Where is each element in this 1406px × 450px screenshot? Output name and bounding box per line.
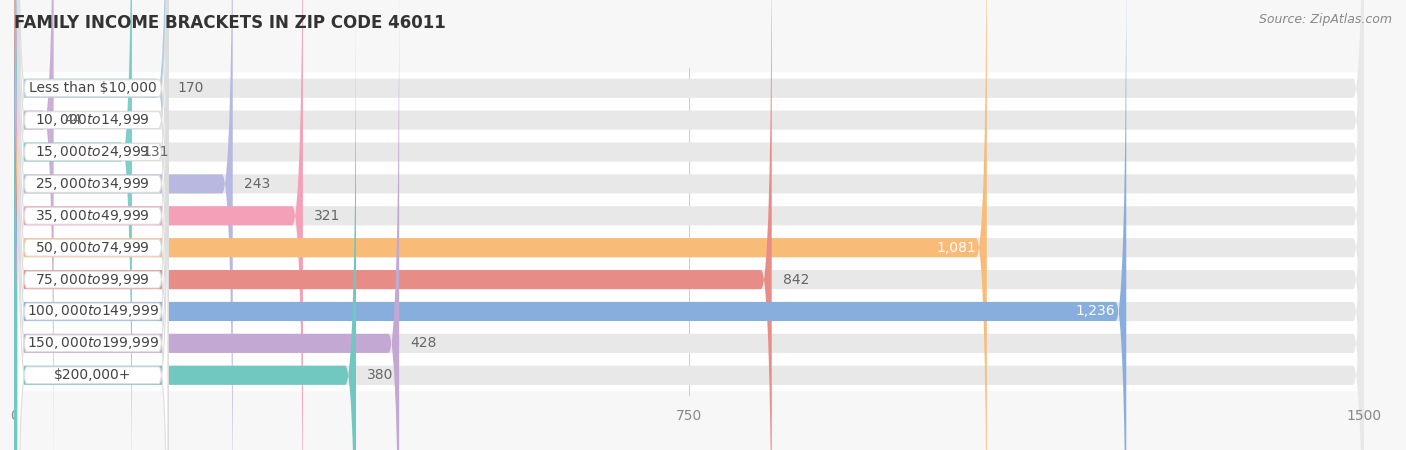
FancyBboxPatch shape <box>18 0 167 450</box>
Text: $15,000 to $24,999: $15,000 to $24,999 <box>35 144 150 160</box>
Text: 380: 380 <box>367 368 394 382</box>
FancyBboxPatch shape <box>14 0 53 450</box>
Text: Less than $10,000: Less than $10,000 <box>30 81 156 95</box>
Text: $200,000+: $200,000+ <box>53 368 132 382</box>
FancyBboxPatch shape <box>18 0 167 431</box>
Text: 1,236: 1,236 <box>1076 305 1115 319</box>
FancyBboxPatch shape <box>14 0 1364 450</box>
FancyBboxPatch shape <box>18 0 167 450</box>
FancyBboxPatch shape <box>14 0 1364 450</box>
FancyBboxPatch shape <box>6 104 1372 136</box>
FancyBboxPatch shape <box>14 0 1364 450</box>
FancyBboxPatch shape <box>14 0 1364 450</box>
FancyBboxPatch shape <box>6 232 1372 264</box>
FancyBboxPatch shape <box>6 264 1372 296</box>
Text: $35,000 to $49,999: $35,000 to $49,999 <box>35 208 150 224</box>
FancyBboxPatch shape <box>18 33 167 450</box>
FancyBboxPatch shape <box>18 1 167 450</box>
Text: 428: 428 <box>411 337 436 351</box>
Text: 44: 44 <box>65 113 82 127</box>
FancyBboxPatch shape <box>18 0 167 399</box>
Text: 1,081: 1,081 <box>936 241 976 255</box>
Text: 321: 321 <box>314 209 340 223</box>
FancyBboxPatch shape <box>18 0 167 450</box>
Text: 131: 131 <box>143 145 169 159</box>
Text: Source: ZipAtlas.com: Source: ZipAtlas.com <box>1258 14 1392 27</box>
FancyBboxPatch shape <box>14 0 399 450</box>
FancyBboxPatch shape <box>18 0 167 450</box>
FancyBboxPatch shape <box>14 0 167 450</box>
FancyBboxPatch shape <box>6 296 1372 328</box>
FancyBboxPatch shape <box>14 0 1364 450</box>
Text: FAMILY INCOME BRACKETS IN ZIP CODE 46011: FAMILY INCOME BRACKETS IN ZIP CODE 46011 <box>14 14 446 32</box>
FancyBboxPatch shape <box>14 0 233 450</box>
Text: $100,000 to $149,999: $100,000 to $149,999 <box>27 303 159 320</box>
Text: 170: 170 <box>177 81 204 95</box>
Text: $10,000 to $14,999: $10,000 to $14,999 <box>35 112 150 128</box>
FancyBboxPatch shape <box>14 0 302 450</box>
Text: $75,000 to $99,999: $75,000 to $99,999 <box>35 272 150 288</box>
FancyBboxPatch shape <box>14 2 1364 450</box>
Text: $25,000 to $34,999: $25,000 to $34,999 <box>35 176 150 192</box>
FancyBboxPatch shape <box>14 0 1364 450</box>
FancyBboxPatch shape <box>6 200 1372 232</box>
FancyBboxPatch shape <box>6 72 1372 104</box>
FancyBboxPatch shape <box>6 328 1372 359</box>
FancyBboxPatch shape <box>14 0 1364 450</box>
Text: $50,000 to $74,999: $50,000 to $74,999 <box>35 240 150 256</box>
FancyBboxPatch shape <box>14 0 132 450</box>
FancyBboxPatch shape <box>6 359 1372 391</box>
Text: 842: 842 <box>783 273 808 287</box>
FancyBboxPatch shape <box>6 168 1372 200</box>
FancyBboxPatch shape <box>18 0 167 450</box>
Text: 243: 243 <box>243 177 270 191</box>
FancyBboxPatch shape <box>6 136 1372 168</box>
FancyBboxPatch shape <box>14 0 1364 450</box>
Text: $150,000 to $199,999: $150,000 to $199,999 <box>27 335 159 351</box>
FancyBboxPatch shape <box>14 0 987 450</box>
FancyBboxPatch shape <box>14 2 356 450</box>
FancyBboxPatch shape <box>14 0 1364 450</box>
FancyBboxPatch shape <box>14 0 772 450</box>
FancyBboxPatch shape <box>14 0 1126 450</box>
FancyBboxPatch shape <box>18 65 167 450</box>
